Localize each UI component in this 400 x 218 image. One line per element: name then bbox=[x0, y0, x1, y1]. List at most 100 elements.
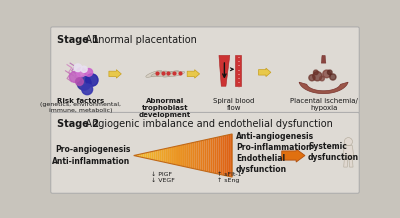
Polygon shape bbox=[235, 55, 241, 86]
Polygon shape bbox=[187, 143, 189, 168]
Polygon shape bbox=[193, 142, 195, 169]
Polygon shape bbox=[197, 141, 199, 170]
Polygon shape bbox=[218, 136, 220, 174]
Circle shape bbox=[313, 72, 322, 81]
Circle shape bbox=[320, 76, 324, 81]
Polygon shape bbox=[136, 155, 138, 156]
Polygon shape bbox=[150, 152, 152, 159]
Polygon shape bbox=[161, 149, 163, 162]
Text: Stage 2: Stage 2 bbox=[57, 119, 99, 129]
Polygon shape bbox=[191, 143, 193, 169]
Polygon shape bbox=[208, 139, 210, 172]
Text: ↑ sFlt-1
↑ sEng: ↑ sFlt-1 ↑ sEng bbox=[217, 172, 241, 183]
Circle shape bbox=[81, 66, 87, 72]
Text: Risk factors: Risk factors bbox=[57, 98, 105, 104]
Polygon shape bbox=[258, 68, 271, 77]
Text: : Abnormal placentation: : Abnormal placentation bbox=[79, 35, 196, 45]
FancyBboxPatch shape bbox=[51, 112, 359, 193]
Polygon shape bbox=[146, 153, 148, 158]
Polygon shape bbox=[173, 146, 175, 165]
Circle shape bbox=[86, 74, 98, 86]
Polygon shape bbox=[153, 151, 155, 160]
Text: Placental ischemia/
hypoxia: Placental ischemia/ hypoxia bbox=[290, 98, 358, 111]
Text: Abnormal
trophoblast
development: Abnormal trophoblast development bbox=[138, 98, 191, 118]
Polygon shape bbox=[344, 159, 348, 167]
Text: Systemic
dysfunction: Systemic dysfunction bbox=[308, 142, 359, 162]
Circle shape bbox=[85, 68, 93, 76]
Text: ↓ PlGF
↓ VEGF: ↓ PlGF ↓ VEGF bbox=[151, 172, 175, 183]
Polygon shape bbox=[185, 144, 187, 167]
Polygon shape bbox=[148, 152, 150, 159]
Polygon shape bbox=[222, 136, 224, 175]
Polygon shape bbox=[201, 140, 202, 171]
Text: (genetics, environmental,
immune, metabolic): (genetics, environmental, immune, metabo… bbox=[40, 102, 122, 113]
Polygon shape bbox=[163, 149, 165, 162]
Circle shape bbox=[328, 70, 332, 75]
Polygon shape bbox=[138, 154, 140, 157]
Circle shape bbox=[76, 78, 83, 85]
Text: Spiral blood
flow: Spiral blood flow bbox=[213, 98, 254, 111]
Polygon shape bbox=[177, 146, 179, 165]
Polygon shape bbox=[195, 142, 197, 169]
Text: Pro-angiogenesis
Anti-inflammation: Pro-angiogenesis Anti-inflammation bbox=[52, 145, 131, 165]
Polygon shape bbox=[282, 149, 305, 162]
Polygon shape bbox=[210, 138, 212, 173]
Polygon shape bbox=[230, 134, 232, 177]
Text: : Angiogenic imbalance and endothelial dysfunction: : Angiogenic imbalance and endothelial d… bbox=[79, 119, 332, 129]
Circle shape bbox=[314, 70, 318, 75]
Polygon shape bbox=[140, 154, 142, 157]
Polygon shape bbox=[167, 148, 169, 163]
Polygon shape bbox=[219, 55, 230, 86]
Polygon shape bbox=[165, 148, 167, 163]
Polygon shape bbox=[204, 140, 206, 172]
Polygon shape bbox=[151, 71, 168, 77]
Circle shape bbox=[74, 64, 82, 72]
Polygon shape bbox=[214, 137, 216, 174]
Circle shape bbox=[330, 74, 336, 80]
Polygon shape bbox=[181, 145, 183, 166]
Polygon shape bbox=[152, 151, 153, 160]
Polygon shape bbox=[171, 147, 173, 164]
Polygon shape bbox=[146, 70, 162, 77]
Polygon shape bbox=[169, 147, 171, 164]
Polygon shape bbox=[206, 139, 208, 172]
Polygon shape bbox=[349, 159, 353, 167]
Polygon shape bbox=[224, 135, 226, 176]
Polygon shape bbox=[183, 144, 185, 167]
Circle shape bbox=[82, 84, 93, 95]
Circle shape bbox=[77, 76, 91, 90]
Circle shape bbox=[69, 72, 80, 82]
Polygon shape bbox=[168, 71, 185, 77]
Polygon shape bbox=[134, 155, 136, 156]
Polygon shape bbox=[299, 82, 348, 94]
Polygon shape bbox=[216, 137, 218, 174]
Polygon shape bbox=[179, 145, 181, 166]
Text: Stage 1: Stage 1 bbox=[57, 35, 99, 45]
Circle shape bbox=[344, 138, 352, 146]
Polygon shape bbox=[321, 55, 326, 63]
Polygon shape bbox=[163, 71, 179, 77]
Polygon shape bbox=[157, 150, 159, 161]
Polygon shape bbox=[202, 140, 204, 171]
Polygon shape bbox=[343, 146, 354, 156]
Polygon shape bbox=[228, 134, 230, 177]
Polygon shape bbox=[156, 72, 173, 76]
Circle shape bbox=[323, 70, 330, 78]
Polygon shape bbox=[220, 136, 222, 175]
Polygon shape bbox=[199, 141, 201, 170]
Polygon shape bbox=[142, 153, 144, 158]
Circle shape bbox=[76, 68, 86, 77]
Polygon shape bbox=[189, 143, 191, 168]
Polygon shape bbox=[212, 138, 214, 173]
Polygon shape bbox=[343, 155, 354, 159]
Circle shape bbox=[309, 75, 315, 81]
Polygon shape bbox=[144, 153, 146, 158]
Polygon shape bbox=[175, 146, 177, 165]
Polygon shape bbox=[155, 150, 157, 161]
Polygon shape bbox=[159, 150, 161, 162]
Polygon shape bbox=[109, 70, 121, 78]
FancyBboxPatch shape bbox=[51, 27, 359, 113]
Polygon shape bbox=[226, 135, 228, 176]
Polygon shape bbox=[187, 70, 200, 78]
Text: Anti-angiogenesis
Pro-inflammation
Endothelial
dysfunction: Anti-angiogenesis Pro-inflammation Endot… bbox=[236, 132, 314, 174]
